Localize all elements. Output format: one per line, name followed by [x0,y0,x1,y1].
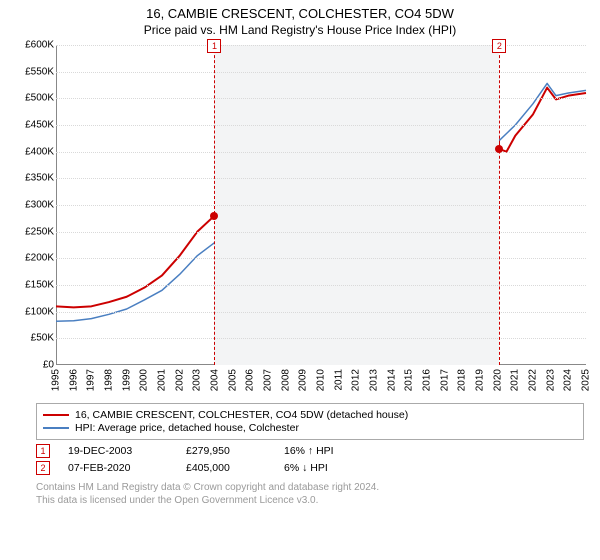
x-tick-label: 2016 [422,369,433,391]
chart-container: 16, CAMBIE CRESCENT, COLCHESTER, CO4 5DW… [0,0,600,560]
x-tick-label: 2003 [192,369,203,391]
x-tick-label: 1997 [86,369,97,391]
event-line [499,45,500,365]
event-date: 19-DEC-2003 [68,445,168,457]
event-point [495,145,503,153]
event-label: 2 [492,39,506,53]
grid-line [56,258,586,259]
x-tick-label: 1998 [104,369,115,391]
event-diff: 16% ↑ HPI [284,445,354,457]
x-tick-label: 2006 [245,369,256,391]
grid-line [56,285,586,286]
x-tick-label: 2025 [581,369,592,391]
footnote-line1: Contains HM Land Registry data © Crown c… [36,481,584,494]
event-price: £405,000 [186,462,266,474]
x-tick-label: 2018 [457,369,468,391]
x-tick-label: 2007 [263,369,274,391]
x-tick-label: 1995 [51,369,62,391]
legend-label: 16, CAMBIE CRESCENT, COLCHESTER, CO4 5DW… [75,409,408,421]
x-tick-label: 2002 [174,369,185,391]
x-tick-label: 2022 [528,369,539,391]
event-row: 1 19-DEC-2003 £279,950 16% ↑ HPI [36,444,584,458]
legend-item: HPI: Average price, detached house, Colc… [43,422,577,434]
event-diff: 6% ↓ HPI [284,462,354,474]
y-tick-label: £500K [10,93,54,104]
x-tick-label: 2005 [227,369,238,391]
y-tick-label: £300K [10,200,54,211]
grid-line [56,232,586,233]
x-tick-label: 2001 [157,369,168,391]
x-tick-label: 1996 [68,369,79,391]
x-tick-label: 2010 [316,369,327,391]
event-line [214,45,215,365]
x-tick-label: 2004 [210,369,221,391]
grid-line [56,125,586,126]
grid-line [56,205,586,206]
event-badge: 2 [36,461,50,475]
x-tick-label: 2012 [351,369,362,391]
y-tick-label: £150K [10,280,54,291]
event-label: 1 [207,39,221,53]
legend: 16, CAMBIE CRESCENT, COLCHESTER, CO4 5DW… [36,403,584,440]
y-tick-label: £50K [10,333,54,344]
x-tick-label: 2000 [139,369,150,391]
x-tick-label: 2014 [386,369,397,391]
x-tick-label: 2024 [563,369,574,391]
x-tick-label: 1999 [121,369,132,391]
y-tick-label: £200K [10,253,54,264]
x-tick-label: 2013 [369,369,380,391]
grid-line [56,178,586,179]
footnote: Contains HM Land Registry data © Crown c… [36,481,584,507]
x-tick-label: 2020 [492,369,503,391]
x-tick-label: 2021 [510,369,521,391]
event-point [210,212,218,220]
x-tick-label: 2009 [298,369,309,391]
event-badge: 1 [36,444,50,458]
legend-item: 16, CAMBIE CRESCENT, COLCHESTER, CO4 5DW… [43,409,577,421]
y-tick-label: £0 [10,360,54,371]
y-tick-label: £550K [10,66,54,77]
event-price: £279,950 [186,445,266,457]
grid-line [56,45,586,46]
x-tick-label: 2011 [333,369,344,391]
footnote-line2: This data is licensed under the Open Gov… [36,494,584,507]
y-tick-label: £450K [10,120,54,131]
grid-line [56,152,586,153]
chart-area: £0 £50K £100K £150K £200K £250K £300K £350K £400… [10,41,590,401]
event-date: 07-FEB-2020 [68,462,168,474]
y-tick-label: £600K [10,40,54,51]
x-tick-label: 2023 [545,369,556,391]
grid-line [56,72,586,73]
grid-line [56,312,586,313]
x-tick-label: 2017 [439,369,450,391]
legend-swatch [43,414,69,416]
x-tick-label: 2019 [475,369,486,391]
legend-swatch [43,427,69,429]
chart-subtitle: Price paid vs. HM Land Registry's House … [8,23,592,37]
legend-label: HPI: Average price, detached house, Colc… [75,422,299,434]
y-tick-label: £350K [10,173,54,184]
grid-line [56,98,586,99]
grid-line [56,338,586,339]
y-tick-label: £100K [10,306,54,317]
x-tick-label: 2015 [404,369,415,391]
x-tick-label: 2008 [280,369,291,391]
events-table: 1 19-DEC-2003 £279,950 16% ↑ HPI 2 07-FEB-202… [36,444,584,475]
y-tick-label: £400K [10,146,54,157]
y-tick-label: £250K [10,226,54,237]
event-row: 2 07-FEB-2020 £405,000 6% ↓ HPI [36,461,584,475]
chart-title: 16, CAMBIE CRESCENT, COLCHESTER, CO4 5DW [8,6,592,21]
